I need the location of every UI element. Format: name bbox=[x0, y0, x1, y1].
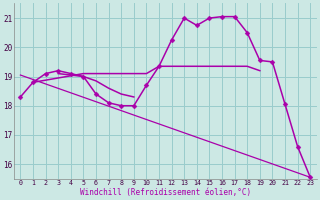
X-axis label: Windchill (Refroidissement éolien,°C): Windchill (Refroidissement éolien,°C) bbox=[80, 188, 251, 197]
